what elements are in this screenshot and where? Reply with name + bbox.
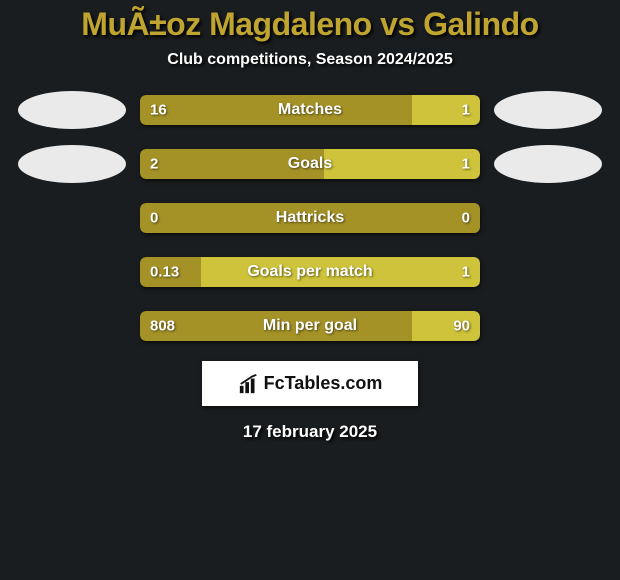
- bar-label: Matches: [278, 101, 342, 119]
- right-value: 1: [462, 102, 470, 119]
- stat-row: 0.13 1 Goals per match: [0, 253, 620, 291]
- avatar-left: [18, 91, 126, 129]
- stat-bar: 16 1 Matches: [140, 95, 480, 125]
- avatar-right: [494, 91, 602, 129]
- bars-icon: [238, 373, 260, 395]
- stat-bar: 808 90 Min per goal: [140, 311, 480, 341]
- left-value: 0: [150, 210, 158, 227]
- right-value: 1: [462, 156, 470, 173]
- subtitle: Club competitions, Season 2024/2025: [0, 51, 620, 69]
- bar-label: Hattricks: [276, 209, 344, 227]
- left-value: 808: [150, 318, 175, 335]
- left-value: 0.13: [150, 264, 179, 281]
- left-value: 2: [150, 156, 158, 173]
- bar-label: Goals: [288, 155, 332, 173]
- stat-row: 808 90 Min per goal: [0, 307, 620, 345]
- stat-rows: 16 1 Matches 2 1 Goals 0 0 Hattricks 0.13 1 Goals p…: [0, 91, 620, 345]
- right-value: 1: [462, 264, 470, 281]
- brand-label: FcTables.com: [264, 373, 383, 394]
- right-value: 0: [462, 210, 470, 227]
- stat-row: 0 0 Hattricks: [0, 199, 620, 237]
- bar-right-fill: [324, 149, 480, 179]
- left-value: 16: [150, 102, 167, 119]
- stat-row: 16 1 Matches: [0, 91, 620, 129]
- stat-bar: 0 0 Hattricks: [140, 203, 480, 233]
- page-title: MuÃ±oz Magdaleno vs Galindo: [0, 6, 620, 43]
- brand-box: FcTables.com: [202, 361, 418, 406]
- bar-label: Goals per match: [247, 263, 372, 281]
- bar-label: Min per goal: [263, 317, 357, 335]
- bar-left-fill: [140, 95, 412, 125]
- avatar-left: [18, 145, 126, 183]
- right-value: 90: [453, 318, 470, 335]
- date: 17 february 2025: [0, 422, 620, 442]
- brand: FcTables.com: [238, 373, 383, 395]
- avatar-right: [494, 145, 602, 183]
- stat-row: 2 1 Goals: [0, 145, 620, 183]
- stat-bar: 2 1 Goals: [140, 149, 480, 179]
- stat-bar: 0.13 1 Goals per match: [140, 257, 480, 287]
